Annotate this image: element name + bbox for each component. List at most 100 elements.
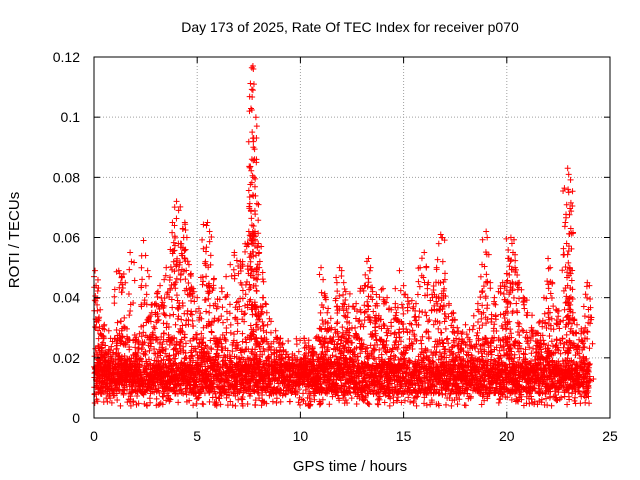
data-point bbox=[104, 398, 111, 405]
data-point bbox=[165, 392, 172, 399]
data-point bbox=[258, 402, 265, 409]
data-point bbox=[178, 389, 185, 396]
data-point bbox=[117, 402, 124, 409]
data-point bbox=[250, 387, 257, 394]
data-point bbox=[160, 393, 167, 400]
data-point bbox=[124, 399, 131, 406]
data-point bbox=[175, 381, 182, 388]
data-point bbox=[190, 402, 197, 409]
data-point bbox=[193, 400, 200, 407]
data-point bbox=[273, 395, 280, 402]
data-point bbox=[144, 402, 151, 409]
data-point bbox=[143, 387, 150, 394]
data-point bbox=[251, 388, 258, 395]
data-point bbox=[305, 337, 312, 344]
data-point bbox=[153, 395, 160, 402]
data-point bbox=[220, 382, 227, 389]
data-point bbox=[186, 397, 193, 404]
data-point bbox=[295, 348, 302, 355]
data-point bbox=[277, 398, 284, 405]
data-point bbox=[174, 390, 181, 397]
data-points bbox=[91, 63, 597, 409]
data-point bbox=[206, 398, 213, 405]
data-point bbox=[255, 390, 262, 397]
data-point bbox=[120, 391, 127, 398]
data-point bbox=[295, 399, 302, 406]
data-point bbox=[219, 358, 226, 365]
data-point bbox=[272, 358, 279, 365]
data-point bbox=[302, 339, 309, 346]
data-point bbox=[134, 392, 141, 399]
data-point bbox=[200, 401, 207, 408]
data-point bbox=[178, 386, 185, 393]
data-point bbox=[292, 388, 299, 395]
data-point bbox=[293, 335, 300, 342]
data-point bbox=[256, 395, 263, 402]
data-point bbox=[135, 400, 142, 407]
data-point bbox=[261, 380, 268, 387]
data-point bbox=[108, 353, 115, 360]
data-point bbox=[227, 398, 234, 405]
data-point bbox=[297, 337, 304, 344]
data-point bbox=[212, 390, 219, 397]
data-point bbox=[160, 356, 167, 363]
data-point bbox=[301, 335, 308, 342]
data-point bbox=[107, 395, 114, 402]
data-point bbox=[293, 341, 300, 348]
data-point bbox=[175, 399, 182, 406]
data-point bbox=[311, 396, 318, 403]
data-point bbox=[116, 387, 123, 394]
data-point bbox=[307, 398, 314, 405]
data-point bbox=[129, 384, 136, 391]
data-point bbox=[247, 390, 254, 397]
data-point bbox=[108, 399, 115, 406]
data-point bbox=[237, 387, 244, 394]
data-point bbox=[124, 386, 131, 393]
data-point bbox=[108, 343, 115, 350]
data-point bbox=[214, 360, 221, 367]
data-point bbox=[147, 399, 154, 406]
data-point bbox=[239, 396, 246, 403]
data-point bbox=[285, 338, 292, 345]
data-point bbox=[217, 401, 224, 408]
data-point bbox=[226, 392, 233, 399]
data-point bbox=[227, 358, 234, 365]
data-point bbox=[229, 402, 236, 409]
data-point bbox=[277, 386, 284, 393]
data-point bbox=[252, 397, 259, 404]
data-point bbox=[287, 398, 294, 405]
data-point bbox=[296, 401, 303, 408]
data-point bbox=[194, 384, 201, 391]
data-point bbox=[232, 402, 239, 409]
data-point bbox=[282, 390, 289, 397]
data-point bbox=[213, 366, 220, 373]
data-point bbox=[94, 382, 101, 389]
data-point bbox=[300, 390, 307, 397]
data-point bbox=[302, 387, 309, 394]
data-point bbox=[302, 400, 309, 407]
data-point bbox=[294, 389, 301, 396]
data-point bbox=[306, 395, 313, 402]
data-point bbox=[195, 395, 202, 402]
data-point bbox=[263, 400, 270, 407]
data-point bbox=[246, 393, 253, 400]
data-point bbox=[244, 401, 251, 408]
data-point bbox=[167, 396, 174, 403]
data-point bbox=[252, 402, 259, 409]
data-point bbox=[158, 344, 165, 351]
data-point bbox=[277, 335, 284, 342]
data-point bbox=[114, 397, 121, 404]
data-point bbox=[146, 347, 153, 354]
data-point bbox=[248, 348, 255, 355]
data-point bbox=[159, 401, 166, 408]
data-point bbox=[213, 402, 220, 409]
data-point bbox=[127, 402, 134, 409]
data-point bbox=[269, 398, 276, 405]
data-point bbox=[159, 393, 166, 400]
data-point bbox=[191, 388, 198, 395]
data-point bbox=[130, 398, 137, 405]
data-point bbox=[94, 398, 101, 405]
data-point bbox=[210, 381, 217, 388]
